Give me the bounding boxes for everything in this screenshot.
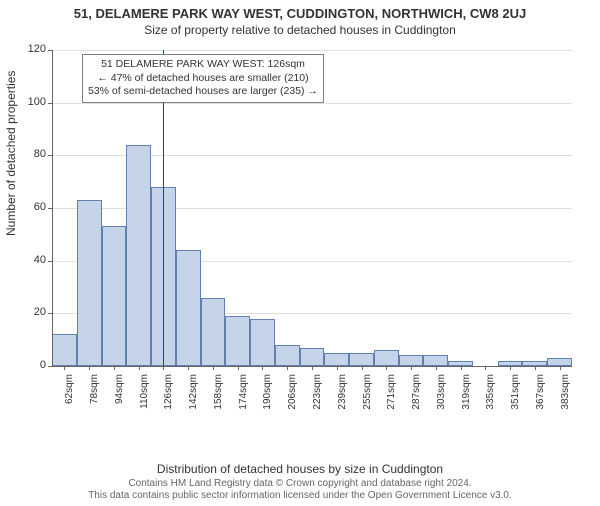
x-tick-label: 351sqm [510, 374, 521, 414]
histogram-bar [126, 145, 151, 366]
histogram-bar [77, 200, 102, 366]
x-axis-line [52, 366, 572, 367]
x-tick-label: 190sqm [262, 374, 273, 414]
x-tick-label: 78sqm [89, 374, 100, 414]
x-tick-label: 223sqm [312, 374, 323, 414]
y-tick-label: 120 [18, 43, 46, 55]
annotation-line-1: 51 DELAMERE PARK WAY WEST: 126sqm [88, 58, 318, 72]
histogram-bar [324, 353, 349, 366]
x-tick-label: 62sqm [64, 374, 75, 414]
y-tick-label: 60 [18, 201, 46, 213]
histogram-bar [176, 250, 201, 366]
annotation-line-2: ← 47% of detached houses are smaller (21… [88, 72, 318, 86]
x-tick-label: 174sqm [238, 374, 249, 414]
annotation-line-3: 53% of semi-detached houses are larger (… [88, 85, 318, 99]
x-tick-label: 206sqm [287, 374, 298, 414]
footer-line-1: Contains HM Land Registry data © Crown c… [0, 478, 600, 490]
x-tick-label: 94sqm [114, 374, 125, 414]
histogram-bar [52, 334, 77, 366]
y-tick-label: 100 [18, 96, 46, 108]
x-tick-label: 335sqm [485, 374, 496, 414]
x-tick-label: 110sqm [139, 374, 150, 414]
x-tick-label: 142sqm [188, 374, 199, 414]
histogram-bar [300, 348, 325, 366]
chart-title: 51, DELAMERE PARK WAY WEST, CUDDINGTON, … [0, 6, 600, 21]
histogram-bar [250, 319, 275, 366]
histogram-bar [102, 226, 127, 366]
gridline [52, 50, 572, 51]
histogram-bar [349, 353, 374, 366]
histogram-bar [201, 298, 226, 366]
x-tick-label: 158sqm [213, 374, 224, 414]
histogram-bar [399, 355, 424, 366]
x-axis-label: Distribution of detached houses by size … [0, 462, 600, 476]
y-axis-label: Number of detached properties [4, 71, 18, 236]
histogram-bar [547, 358, 572, 366]
footer-line-2: This data contains public sector informa… [0, 490, 600, 502]
histogram-bar [275, 345, 300, 366]
x-tick-label: 271sqm [386, 374, 397, 414]
annotation-box: 51 DELAMERE PARK WAY WEST: 126sqm ← 47% … [82, 54, 324, 103]
chart-area: 02040608010012062sqm78sqm94sqm110sqm126s… [52, 50, 572, 430]
y-axis-line [52, 50, 53, 366]
x-tick-label: 287sqm [411, 374, 422, 414]
y-tick-label: 20 [18, 306, 46, 318]
chart-subtitle: Size of property relative to detached ho… [0, 23, 600, 37]
histogram-bar [374, 350, 399, 366]
y-tick-label: 0 [18, 359, 46, 371]
histogram-bar [225, 316, 250, 366]
x-tick-label: 126sqm [163, 374, 174, 414]
histogram-plot: 02040608010012062sqm78sqm94sqm110sqm126s… [52, 50, 572, 430]
histogram-bar [423, 355, 448, 366]
x-tick-label: 383sqm [560, 374, 571, 414]
x-tick-label: 367sqm [535, 374, 546, 414]
x-tick-label: 319sqm [461, 374, 472, 414]
x-tick-label: 239sqm [337, 374, 348, 414]
x-tick-label: 303sqm [436, 374, 447, 414]
footer: Contains HM Land Registry data © Crown c… [0, 478, 600, 502]
x-tick-label: 255sqm [362, 374, 373, 414]
y-tick-label: 80 [18, 148, 46, 160]
y-tick-label: 40 [18, 254, 46, 266]
